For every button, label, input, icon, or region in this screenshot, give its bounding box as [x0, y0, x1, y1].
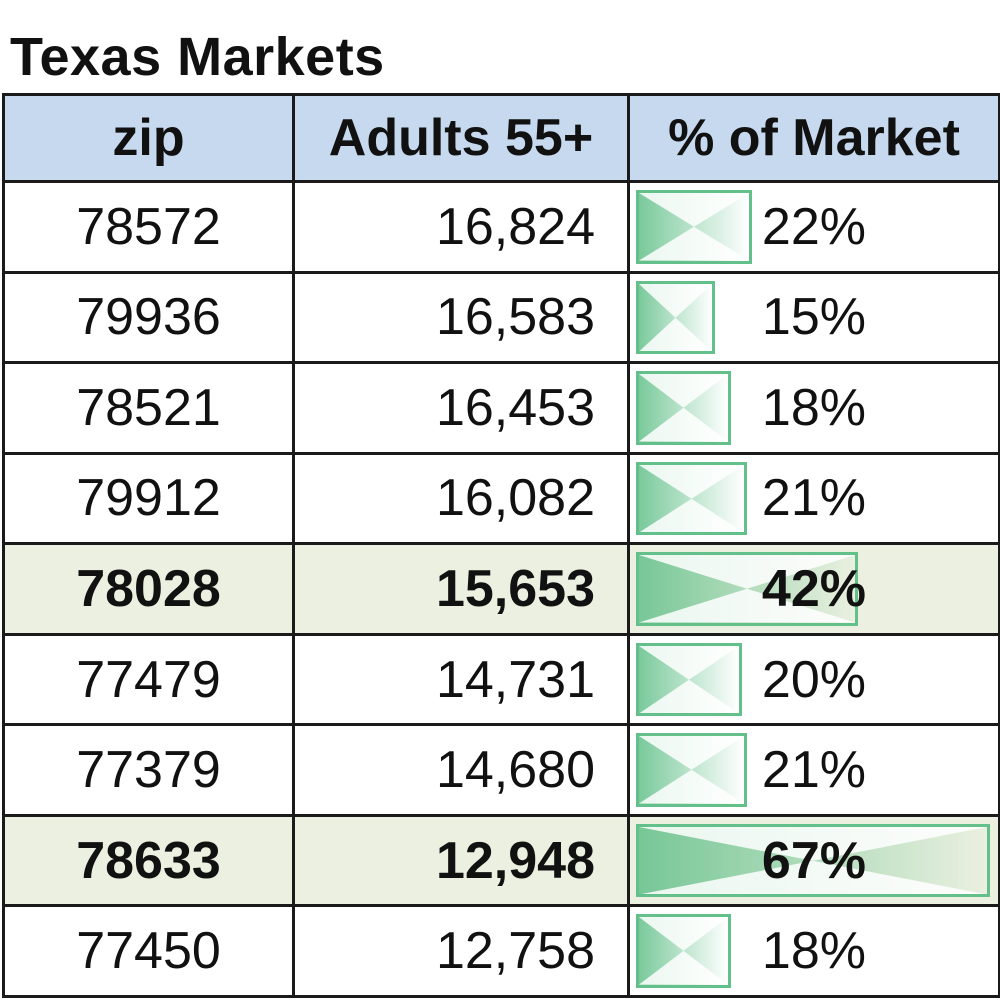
table-row: 78028 15,653 42% [2, 542, 1000, 636]
table-row: 78633 12,948 67% [2, 813, 1000, 908]
data-bar-shape [639, 645, 739, 714]
data-bar [636, 914, 731, 988]
table-row: 77450 12,758 18% [2, 904, 1000, 998]
adults-column-header[interactable]: Adults 55+ [292, 93, 630, 183]
pct-label: 67% [761, 831, 866, 890]
zip-cell[interactable]: 78028 [2, 542, 295, 636]
adults-cell[interactable]: 16,082 [292, 451, 630, 546]
zip-cell[interactable]: 77379 [2, 723, 295, 817]
adults-cell[interactable]: 14,731 [292, 632, 630, 727]
data-bar-shape [639, 374, 728, 442]
data-bar [636, 280, 715, 355]
zip-cell[interactable]: 79912 [2, 451, 295, 546]
zip-cell[interactable]: 79936 [2, 270, 295, 365]
pct-cell[interactable]: 21% [627, 723, 1000, 817]
zip-cell[interactable]: 77450 [2, 904, 295, 998]
table-row: 77479 14,731 20% [2, 632, 1000, 727]
pct-label: 22% [761, 197, 866, 256]
data-bar-shape [639, 193, 749, 261]
pct-label: 42% [761, 559, 866, 618]
table-row: 79936 16,583 15% [2, 270, 1000, 365]
data-bar-shape [639, 826, 987, 895]
pct-label: 21% [761, 741, 866, 800]
data-bar [636, 461, 747, 536]
data-bar [636, 642, 742, 717]
adults-cell[interactable]: 16,583 [292, 270, 630, 365]
zip-cell[interactable]: 78521 [2, 361, 295, 455]
table-row: 77379 14,680 21% [2, 723, 1000, 817]
pct-cell[interactable]: 42% [627, 542, 1000, 636]
data-bar [636, 371, 731, 445]
page-title: Texas Markets [10, 27, 385, 87]
zip-column-header[interactable]: zip [2, 93, 295, 183]
table-row: 78572 16,824 22% [2, 180, 1000, 274]
zip-cell[interactable]: 78572 [2, 180, 295, 274]
pct-label: 18% [761, 378, 866, 437]
table-row: 78521 16,453 18% [2, 361, 1000, 455]
adults-cell[interactable]: 16,453 [292, 361, 630, 455]
adults-cell[interactable]: 14,680 [292, 723, 630, 817]
adults-cell[interactable]: 15,653 [292, 542, 630, 636]
data-bar [636, 733, 747, 807]
data-bar-shape [639, 555, 855, 623]
pct-column-header[interactable]: % of Market [627, 93, 1000, 183]
header-row: zip Adults 55+ % of Market [2, 93, 1000, 183]
data-bar [636, 823, 990, 898]
pct-cell[interactable]: 67% [627, 813, 1000, 908]
zip-cell[interactable]: 77479 [2, 632, 295, 727]
data-bar-shape [639, 283, 712, 352]
pct-cell[interactable]: 20% [627, 632, 1000, 727]
data-bar-shape [639, 464, 744, 533]
pct-cell[interactable]: 22% [627, 180, 1000, 274]
pct-cell[interactable]: 18% [627, 361, 1000, 455]
pct-label: 20% [761, 650, 866, 709]
pct-cell[interactable]: 15% [627, 270, 1000, 365]
table-row: 79912 16,082 21% [2, 451, 1000, 546]
data-bar [636, 190, 752, 264]
data-bar-shape [639, 736, 744, 804]
data-bar-shape [639, 917, 728, 985]
pct-label: 18% [761, 922, 866, 981]
zip-cell[interactable]: 78633 [2, 813, 295, 908]
pct-cell[interactable]: 18% [627, 904, 1000, 998]
adults-cell[interactable]: 12,948 [292, 813, 630, 908]
adults-cell[interactable]: 12,758 [292, 904, 630, 998]
pct-label: 21% [761, 469, 866, 528]
data-bar [636, 552, 858, 626]
markets-table: zip Adults 55+ % of Market 78572 16,824 22… [2, 93, 1000, 998]
adults-cell[interactable]: 16,824 [292, 180, 630, 274]
pct-cell[interactable]: 21% [627, 451, 1000, 546]
pct-label: 15% [761, 288, 866, 347]
